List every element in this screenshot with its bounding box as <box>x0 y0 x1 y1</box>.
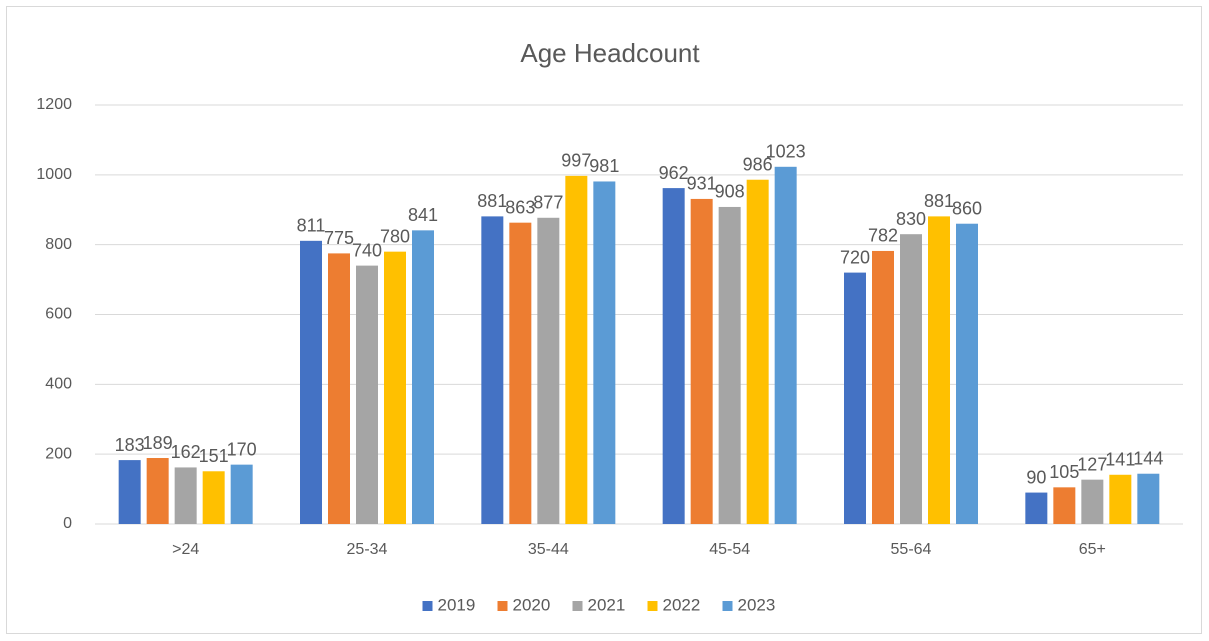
value-label: 830 <box>896 209 926 229</box>
value-label: 144 <box>1133 448 1163 468</box>
legend-swatch <box>572 601 583 611</box>
value-label: 775 <box>324 228 354 248</box>
bar <box>481 216 504 525</box>
bar <box>718 206 741 524</box>
x-tick-label: 65+ <box>1079 541 1106 558</box>
value-label: 189 <box>143 433 173 453</box>
value-label: 863 <box>505 197 535 217</box>
bar <box>662 188 685 524</box>
bar <box>118 460 141 524</box>
value-label: 877 <box>533 193 563 213</box>
value-label: 881 <box>924 191 954 211</box>
value-label: 986 <box>743 154 773 174</box>
value-label: 841 <box>408 205 438 225</box>
value-label: 740 <box>352 240 382 260</box>
bar <box>1109 474 1132 524</box>
value-label: 1023 <box>766 142 806 162</box>
bar <box>384 251 406 524</box>
value-label: 105 <box>1049 462 1079 482</box>
bar <box>565 175 588 524</box>
value-label: 127 <box>1077 454 1107 474</box>
bar <box>202 471 225 524</box>
bar <box>412 230 434 524</box>
bar <box>593 181 616 524</box>
x-tick-label: 35-44 <box>528 541 569 558</box>
bar <box>1053 487 1076 524</box>
value-label: 811 <box>297 216 326 236</box>
value-label: 908 <box>715 182 745 202</box>
value-label: 183 <box>115 435 145 455</box>
y-tick-label: 600 <box>45 306 72 323</box>
bar <box>844 272 866 524</box>
y-tick-label: 400 <box>45 376 72 393</box>
bar <box>146 458 169 524</box>
legend-swatch <box>722 601 733 611</box>
bar <box>1137 473 1160 524</box>
legend-label: 2020 <box>513 595 551 614</box>
y-tick-label: 1000 <box>36 166 72 183</box>
legend-label: 2021 <box>588 595 626 614</box>
legend-label: 2023 <box>738 595 776 614</box>
legend-swatch <box>497 601 508 611</box>
legend-label: 2022 <box>663 595 701 614</box>
bar <box>872 250 894 524</box>
value-label: 931 <box>687 174 717 194</box>
value-label: 720 <box>840 247 870 267</box>
value-label: 780 <box>380 226 410 246</box>
y-tick-label: 1200 <box>36 96 72 113</box>
bar <box>1081 479 1104 524</box>
bar <box>900 234 922 525</box>
legend-label: 2019 <box>438 595 476 614</box>
bar <box>230 464 253 524</box>
value-label: 782 <box>868 226 898 246</box>
bar <box>746 179 769 524</box>
y-tick-label: 200 <box>45 445 72 462</box>
value-label: 162 <box>171 442 201 462</box>
bar <box>537 217 560 525</box>
value-label: 141 <box>1105 450 1135 470</box>
y-tick-label: 0 <box>63 515 72 532</box>
bar <box>956 223 978 524</box>
legend-swatch <box>422 601 433 611</box>
x-tick-label: >24 <box>172 541 199 558</box>
bar <box>328 253 350 525</box>
chart-title: Age Headcount <box>520 38 700 68</box>
bar <box>300 240 322 524</box>
bar <box>509 222 532 524</box>
value-label: 881 <box>477 191 507 211</box>
bar <box>774 166 797 525</box>
bar <box>356 265 378 524</box>
x-tick-label: 55-64 <box>891 541 932 558</box>
value-label: 151 <box>199 446 229 466</box>
value-label: 997 <box>561 151 591 171</box>
value-label: 90 <box>1026 467 1046 487</box>
y-tick-label: 800 <box>45 236 72 253</box>
x-tick-label: 25-34 <box>347 541 388 558</box>
bar <box>928 216 950 525</box>
legend-swatch <box>647 601 658 611</box>
bar <box>1025 492 1048 524</box>
value-label: 860 <box>952 198 982 218</box>
bar <box>174 467 197 524</box>
x-tick-label: 45-54 <box>709 541 750 558</box>
value-label: 962 <box>659 163 689 183</box>
value-label: 981 <box>589 156 619 176</box>
value-label: 170 <box>227 439 257 459</box>
bar <box>690 198 713 524</box>
